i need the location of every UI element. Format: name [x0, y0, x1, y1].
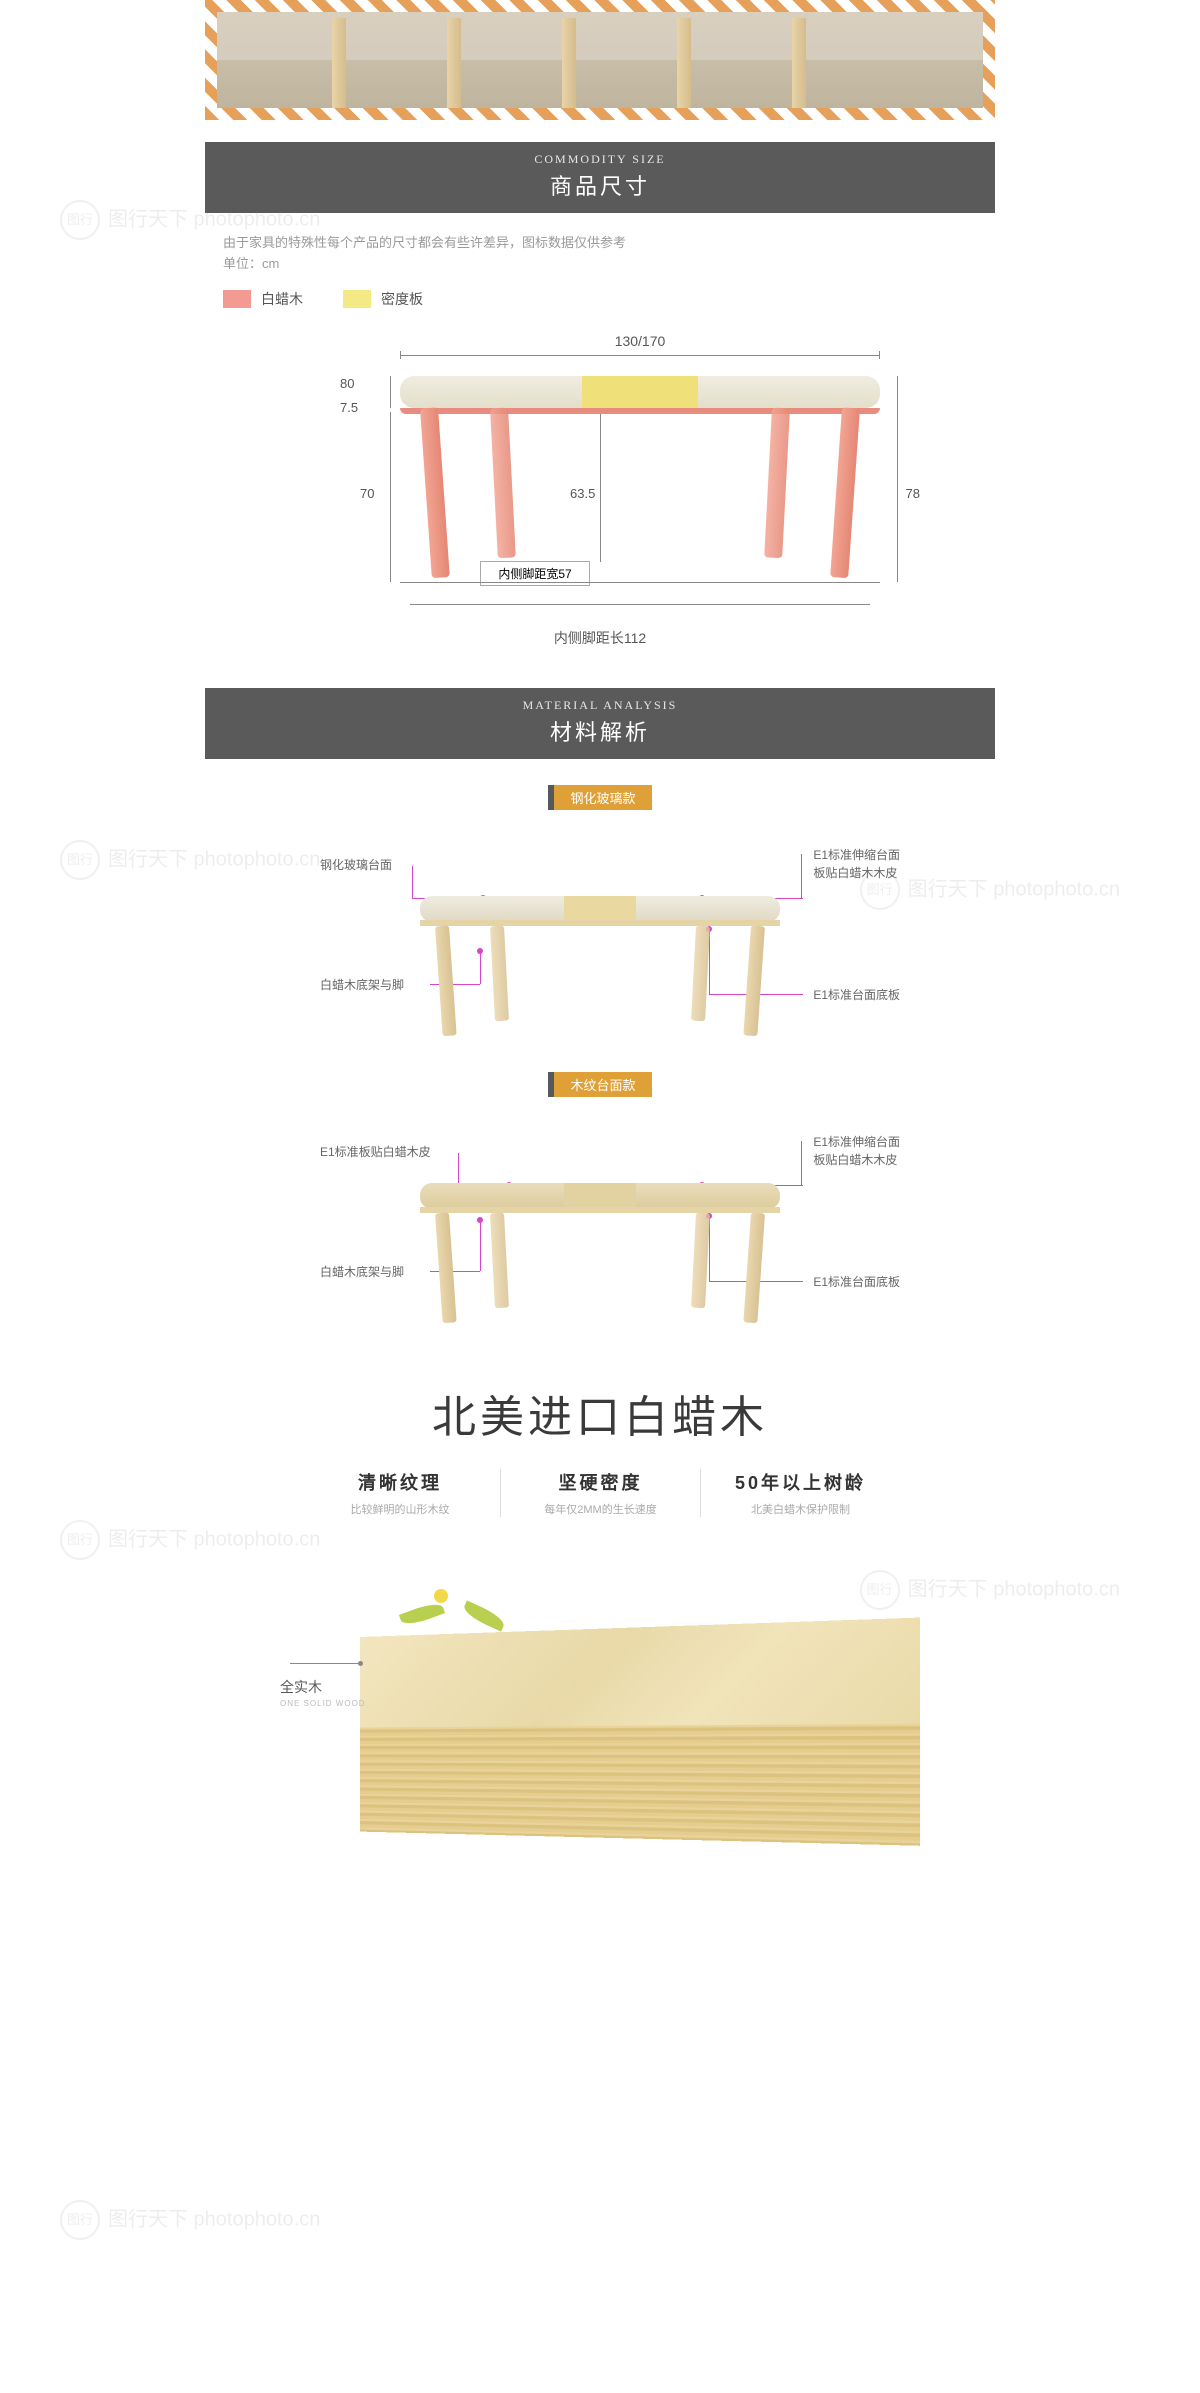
- legend-label: 白蜡木: [261, 289, 303, 309]
- table-apron: [400, 408, 880, 414]
- section-header-size: COMMODITY SIZE 商品尺寸: [205, 142, 995, 213]
- callout-top-right: E1标准伸缩台面 板贴白蜡木木皮: [813, 1133, 900, 1169]
- dim-leg-outer: 70: [360, 486, 374, 501]
- dim-leg-inner: 63.5: [570, 486, 595, 501]
- swatch-mdf: [343, 290, 371, 308]
- legend-item: 白蜡木: [223, 289, 303, 309]
- feature-sub: 比较鲜明的山形木纹: [318, 1501, 482, 1517]
- wood-heading: 北美进口白蜡木: [205, 1381, 995, 1445]
- size-note: 由于家具的特殊性每个产品的尺寸都会有些许差异，图标数据仅供参考 单位：cm: [205, 213, 995, 281]
- wood-feature-col: 坚硬密度 每年仅2MM的生长速度: [500, 1469, 700, 1517]
- callout-bottom-left: 白蜡木底架与脚: [320, 1263, 404, 1281]
- feature-title: 坚硬密度: [519, 1469, 682, 1495]
- wood-features: 清晰纹理 比较鲜明的山形木纹 坚硬密度 每年仅2MM的生长速度 50年以上树龄 …: [205, 1469, 995, 1517]
- material-diagram-wood: E1标准板贴白蜡木皮 E1标准伸缩台面 板贴白蜡木木皮 白蜡木底架与脚 E1标准…: [280, 1103, 920, 1333]
- dimension-diagram: 130/170 80 7.5 70 63.5 78: [280, 333, 920, 648]
- section-header-cn: 商品尺寸: [205, 169, 995, 201]
- feature-sub: 每年仅2MM的生长速度: [519, 1501, 682, 1517]
- callout-bottom-left: 白蜡木底架与脚: [320, 976, 404, 994]
- callout-top-left: E1标准板贴白蜡木皮: [320, 1143, 431, 1161]
- watermark-logo: 图行: [60, 840, 100, 880]
- material-diagram-glass: 钢化玻璃台面 E1标准伸缩台面 板贴白蜡木木皮 白蜡木底架与脚 E1标准台面底板: [280, 816, 920, 1046]
- feature-sub: 北美白蜡木保护限制: [719, 1501, 882, 1517]
- size-note-unit: 单位：cm: [223, 254, 977, 275]
- size-note-line: 由于家具的特殊性每个产品的尺寸都会有些许差异，图标数据仅供参考: [223, 233, 977, 254]
- board-callout-cn: 全实木: [280, 1679, 322, 1695]
- dim-inner-length: 内侧脚距长112: [280, 628, 920, 648]
- wood-feature-col: 清晰纹理 比较鲜明的山形木纹: [300, 1469, 500, 1517]
- section-header-cn: 材料解析: [205, 715, 995, 747]
- callout-top-right: E1标准伸缩台面 板贴白蜡木木皮: [813, 846, 900, 882]
- variant-tag-label: 木纹台面款: [554, 1072, 651, 1097]
- swatch-ashwood: [223, 290, 251, 308]
- watermark-text: 图行天下 photophoto.cn: [108, 2208, 320, 2230]
- variant-tag-label: 钢化玻璃款: [554, 785, 651, 810]
- legend-label: 密度板: [381, 289, 423, 309]
- table-leg: [490, 407, 516, 558]
- dim-depth: 80: [340, 376, 354, 391]
- callout-bottom-right: E1标准台面底板: [813, 986, 900, 1004]
- board-callout: 全实木 ONE SOLID WOOD: [280, 1677, 366, 1708]
- table-top: [420, 896, 780, 922]
- wood-board-graphic: 全实木 ONE SOLID WOOD: [280, 1567, 920, 1847]
- table-top: [420, 1183, 780, 1209]
- feature-title: 50年以上树龄: [719, 1469, 882, 1495]
- variant-tag: 钢化玻璃款: [205, 785, 995, 810]
- watermark-logo: 图行: [60, 1520, 100, 1560]
- callout-top-left: 钢化玻璃台面: [320, 856, 392, 874]
- dim-width: 130/170: [360, 333, 920, 349]
- feature-title: 清晰纹理: [318, 1469, 482, 1495]
- callout-bottom-right: E1标准台面底板: [813, 1273, 900, 1291]
- hero-image-frame: [205, 0, 995, 120]
- watermark-logo: 图行: [60, 200, 100, 240]
- variant-tag: 木纹台面款: [205, 1072, 995, 1097]
- watermark-logo: 图行: [60, 2200, 100, 2240]
- legend-item: 密度板: [343, 289, 423, 309]
- board-callout-en: ONE SOLID WOOD: [280, 1699, 366, 1708]
- dim-total-height: 78: [906, 486, 920, 501]
- section-header-en: MATERIAL ANALYSIS: [205, 698, 995, 713]
- table-top: [400, 376, 880, 408]
- section-header-material: MATERIAL ANALYSIS 材料解析: [205, 688, 995, 759]
- table-leg: [830, 407, 860, 578]
- wood-feature-col: 50年以上树龄 北美白蜡木保护限制: [700, 1469, 900, 1517]
- dim-thickness: 7.5: [340, 400, 358, 415]
- legend: 白蜡木 密度板: [205, 281, 995, 323]
- table-leg: [420, 407, 450, 578]
- table-extension-insert: [582, 376, 697, 408]
- section-header-en: COMMODITY SIZE: [205, 152, 995, 167]
- table-leg: [764, 407, 790, 558]
